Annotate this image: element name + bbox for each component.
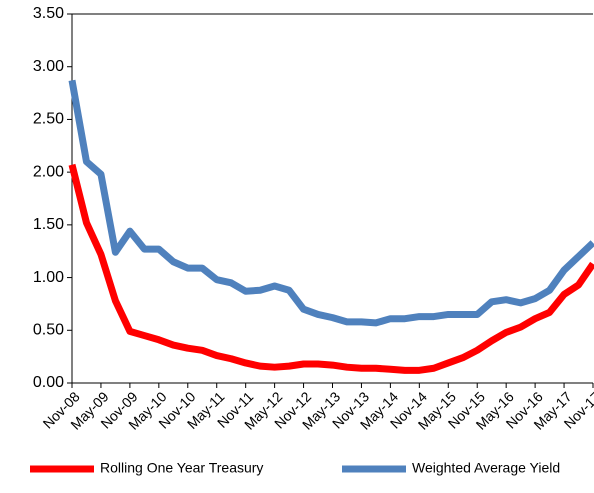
y-tick-label: 0.50: [33, 322, 64, 339]
legend-label: Weighted Average Yield: [412, 460, 560, 476]
series-line: [68, 163, 594, 374]
y-tick-label: 0.00: [33, 374, 64, 391]
y-tick-label: 1.00: [33, 269, 64, 286]
y-tick-label: 2.00: [33, 163, 64, 180]
y-tick-label: 3.00: [33, 58, 64, 75]
legend-label: Rolling One Year Treasury: [100, 460, 263, 476]
y-tick-label: 1.50: [33, 216, 64, 233]
y-tick-label: 3.50: [33, 5, 64, 22]
series-line: [68, 79, 594, 327]
y-tick-label: 2.50: [33, 111, 64, 128]
